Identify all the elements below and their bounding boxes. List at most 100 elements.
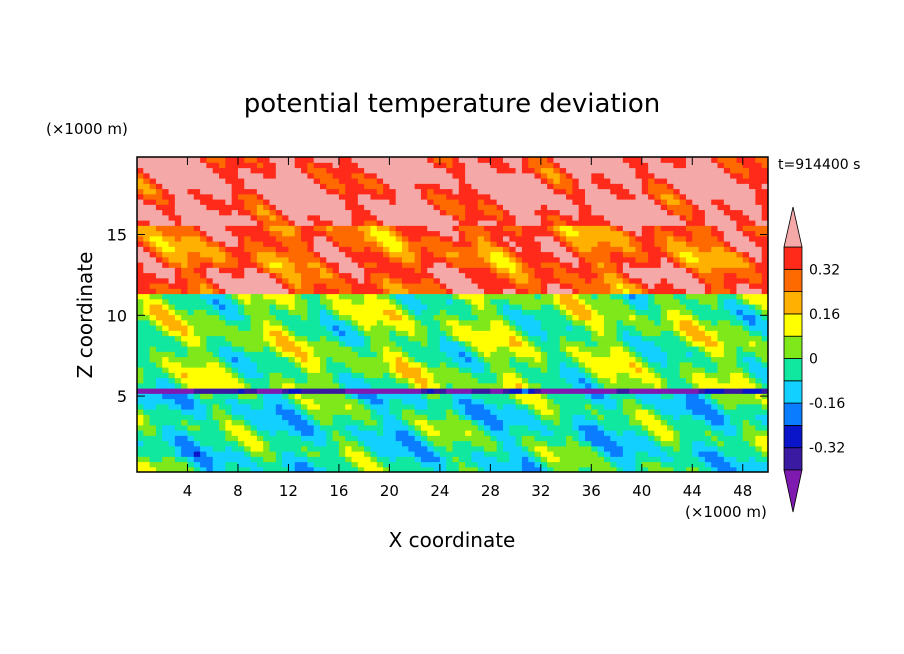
- heatmap-cell: [685, 356, 693, 363]
- heatmap-cell: [446, 461, 454, 468]
- heatmap-cell: [439, 309, 447, 316]
- heatmap-cell: [635, 319, 643, 326]
- heatmap-cell: [376, 262, 384, 268]
- heatmap-cell: [585, 283, 592, 289]
- heatmap-cell: [484, 424, 491, 431]
- heatmap-cell: [181, 346, 189, 352]
- heatmap-cell: [345, 403, 353, 410]
- heatmap-cell: [528, 340, 536, 347]
- heatmap-cell: [578, 461, 586, 468]
- heatmap-cell: [294, 309, 302, 316]
- heatmap-cell: [616, 325, 624, 331]
- heatmap-cell: [408, 403, 416, 410]
- heatmap-cell: [736, 388, 744, 394]
- heatmap-cell: [465, 393, 473, 400]
- heatmap-cell: [219, 361, 226, 368]
- heatmap-cell: [635, 409, 643, 415]
- heatmap-cell: [616, 314, 624, 321]
- heatmap-cell: [717, 388, 725, 394]
- heatmap-cell: [685, 267, 693, 274]
- heatmap-cell: [345, 293, 353, 300]
- heatmap-cell: [566, 403, 573, 410]
- heatmap-cell: [730, 241, 738, 247]
- heatmap-cell: [275, 461, 283, 468]
- heatmap-cell: [313, 246, 321, 253]
- heatmap-cell: [667, 267, 674, 274]
- heatmap-cell: [162, 435, 170, 442]
- heatmap-cell: [231, 367, 239, 373]
- heatmap-cell: [307, 267, 315, 274]
- heatmap-cell: [307, 356, 315, 363]
- heatmap-cell: [168, 435, 176, 442]
- heatmap-cell: [635, 262, 643, 268]
- heatmap-cell: [635, 414, 643, 421]
- heatmap-cell: [364, 377, 372, 384]
- heatmap-cell: [641, 335, 649, 342]
- heatmap-cell: [395, 435, 403, 442]
- heatmap-cell: [641, 367, 649, 373]
- heatmap-cell: [736, 272, 744, 279]
- heatmap-cell: [585, 430, 592, 436]
- heatmap-cell: [168, 235, 176, 242]
- heatmap-cell: [572, 351, 580, 358]
- heatmap-cell: [698, 267, 706, 274]
- heatmap-cell: [256, 267, 264, 274]
- heatmap-cell: [685, 419, 693, 426]
- heatmap-cell: [181, 267, 189, 274]
- heatmap-cell: [420, 377, 428, 384]
- heatmap-cell: [629, 288, 637, 295]
- heatmap-cell: [206, 409, 214, 415]
- heatmap-cell: [155, 424, 163, 431]
- heatmap-cell: [515, 445, 523, 452]
- heatmap-cell: [484, 325, 491, 331]
- heatmap-cell: [345, 367, 353, 373]
- heatmap-cell: [761, 367, 768, 373]
- heatmap-cell: [484, 251, 491, 258]
- heatmap-cell: [547, 241, 555, 247]
- heatmap-cell: [357, 277, 365, 284]
- heatmap-cell: [376, 393, 384, 400]
- heatmap-cell: [490, 209, 498, 216]
- heatmap-cell: [181, 414, 189, 421]
- heatmap-cell: [521, 246, 529, 253]
- heatmap-cell: [730, 414, 738, 421]
- heatmap-cell: [383, 246, 390, 253]
- heatmap-cell: [282, 377, 290, 384]
- heatmap-cell: [231, 330, 239, 337]
- heatmap-cell: [338, 214, 346, 221]
- heatmap-cell: [237, 361, 245, 368]
- heatmap-cell: [256, 272, 264, 279]
- heatmap-cell: [307, 241, 315, 247]
- heatmap-cell: [572, 419, 580, 426]
- heatmap-cell: [622, 304, 630, 310]
- heatmap-cell: [200, 225, 208, 232]
- heatmap-cell: [730, 424, 738, 431]
- heatmap-cell: [521, 382, 529, 389]
- heatmap-cell: [578, 335, 586, 342]
- heatmap-cell: [414, 398, 422, 405]
- heatmap-cell: [187, 235, 195, 242]
- heatmap-cell: [572, 398, 580, 405]
- heatmap-cell: [275, 319, 283, 326]
- heatmap-cell: [174, 309, 182, 316]
- heatmap-cell: [730, 288, 738, 295]
- heatmap-cell: [521, 388, 529, 394]
- heatmap-cell: [200, 382, 208, 389]
- heatmap-cell: [420, 346, 428, 352]
- heatmap-cell: [755, 372, 763, 379]
- heatmap-cell: [685, 298, 693, 305]
- heatmap-cell: [275, 304, 283, 310]
- heatmap-cell: [439, 241, 447, 247]
- heatmap-cell: [237, 356, 245, 363]
- heatmap-cell: [553, 256, 561, 263]
- heatmap-cell: [332, 209, 340, 216]
- heatmap-cell: [540, 367, 548, 373]
- heatmap-cell: [395, 351, 403, 358]
- heatmap-cell: [711, 325, 719, 331]
- heatmap-cell: [572, 461, 580, 468]
- heatmap-cell: [471, 298, 479, 305]
- heatmap-cell: [414, 393, 422, 400]
- heatmap-cell: [307, 340, 315, 347]
- heatmap-cell: [383, 214, 390, 221]
- heatmap-cell: [458, 267, 466, 274]
